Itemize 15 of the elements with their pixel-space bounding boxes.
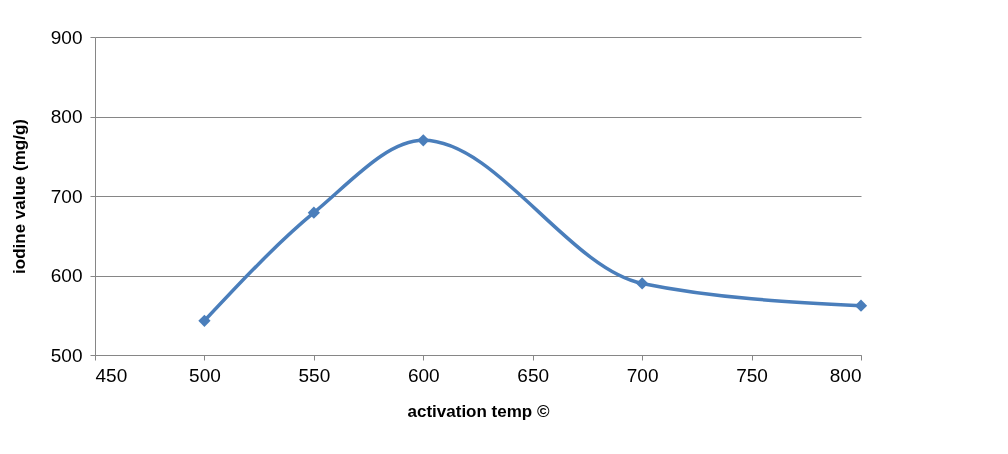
x-tick-label: 650 (517, 364, 550, 386)
y-axis-title: iodine value (mg/g) (9, 119, 29, 274)
x-tick-label: 450 (95, 364, 128, 386)
x-tick-label: 600 (407, 364, 440, 386)
y-tick-label: 700 (50, 185, 83, 207)
x-axis-title: activation temp © (407, 401, 550, 421)
x-tick-label: 750 (736, 364, 768, 386)
y-tick-label: 800 (50, 106, 83, 127)
x-tick-label: 700 (626, 364, 659, 386)
x-tick-label: 800 (829, 364, 862, 386)
x-tick-label: 500 (189, 364, 221, 386)
y-tick-label: 500 (50, 344, 83, 366)
y-tick-label: 900 (50, 26, 83, 48)
x-tick-label: 550 (298, 364, 331, 386)
y-tick-label: 600 (50, 265, 83, 286)
